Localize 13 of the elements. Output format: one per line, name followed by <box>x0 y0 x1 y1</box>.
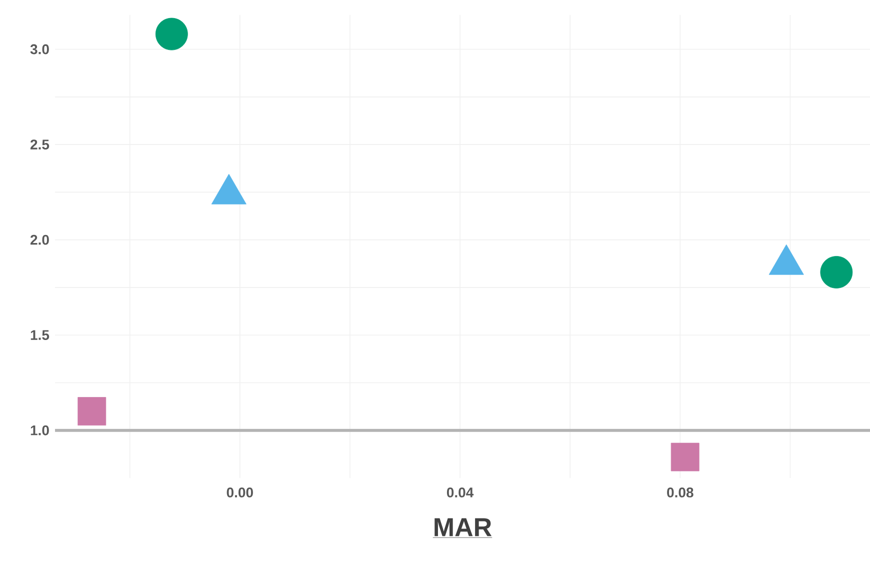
point <box>820 256 853 288</box>
y-tick-label: 2.5 <box>30 140 50 150</box>
x-tick-label: 0.00 <box>226 488 253 498</box>
y-tick-label: 1.0 <box>30 425 49 436</box>
y-tick-label: 1.5 <box>30 330 50 340</box>
point <box>155 18 188 50</box>
x-axis-title: MAR <box>434 518 492 536</box>
x-tick-label: 0.04 <box>446 488 474 498</box>
point <box>670 442 700 472</box>
y-tick-label: 2.0 <box>30 234 49 245</box>
x-tick-label: 0.08 <box>667 488 694 498</box>
point <box>78 397 106 426</box>
y-tick-label: 3.0 <box>30 44 49 54</box>
